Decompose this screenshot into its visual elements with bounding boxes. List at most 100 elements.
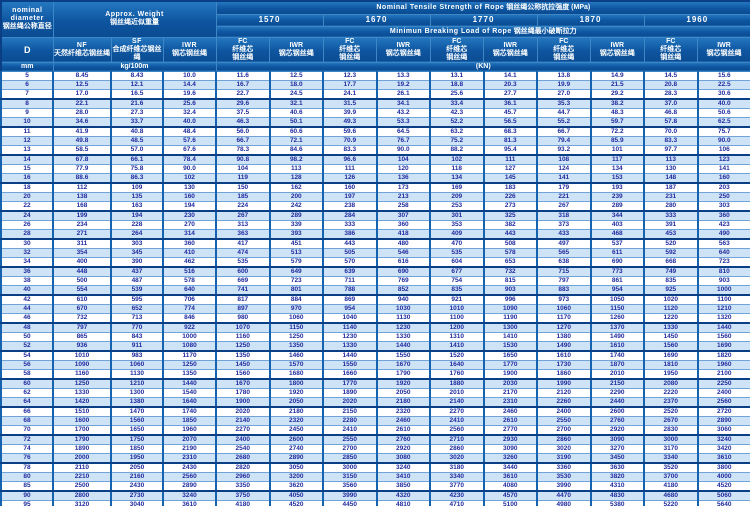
- value-cell: 75.2: [429, 136, 485, 146]
- value-cell: 168: [52, 201, 112, 212]
- value-cell: 1160: [52, 369, 112, 380]
- approx-weight-cn: 钢丝绳近似重量: [110, 19, 159, 27]
- diameter-cell: 46: [0, 313, 54, 324]
- value-cell: 1650: [110, 425, 164, 436]
- value-cell: 1730: [536, 360, 592, 370]
- value-cell: 474: [215, 248, 271, 258]
- value-cell: 1760: [429, 369, 485, 380]
- value-cell: 289: [589, 201, 646, 212]
- value-cell: 40.0: [161, 117, 218, 128]
- value-cell: 535: [429, 248, 485, 258]
- value-cell: 1170: [536, 313, 592, 324]
- value-cell: 1790: [375, 369, 432, 380]
- value-cell: 258: [375, 201, 432, 212]
- table-row: 7 17.0 16.5 19.6 22.7 24.5 24.1 26.1 25.6 27.7 27.…: [0, 89, 750, 100]
- value-cell: 2430: [161, 462, 218, 473]
- value-cell: 1880: [429, 378, 485, 389]
- value-cell: 40.6: [268, 108, 325, 118]
- value-cell: 3240: [161, 490, 218, 501]
- value-cell: 4680: [643, 490, 699, 501]
- value-cell: 303: [696, 201, 750, 212]
- value-cell: 56.0: [215, 126, 271, 137]
- value-cell: 1950: [110, 453, 164, 464]
- value-cell: 1350: [215, 350, 271, 361]
- value-cell: 194: [110, 210, 164, 221]
- value-cell: 224: [215, 201, 271, 212]
- value-cell: 437: [110, 266, 164, 277]
- value-cell: 668: [643, 257, 699, 268]
- unit-kn-cell: (KN): [215, 61, 750, 72]
- value-cell: 1530: [482, 341, 539, 352]
- value-cell: 2550: [536, 416, 592, 426]
- value-cell: 2180: [268, 406, 325, 417]
- value-cell: 12.1: [110, 80, 164, 90]
- value-cell: 1950: [643, 369, 699, 380]
- value-cell: 2760: [589, 416, 646, 426]
- value-cell: 1220: [643, 313, 699, 324]
- fc-subheader-1770-line: FC: [452, 37, 462, 45]
- value-cell: 2400: [536, 406, 592, 417]
- table-row: 24 199 194 230 267 289 284 307 301 325 318 344 333 36…: [0, 210, 750, 221]
- value-cell: 213: [375, 192, 432, 202]
- table-row: 26 234 228 270 313 339 333 360 353 382 373 403 391 42…: [0, 220, 750, 230]
- value-cell: 3750: [215, 490, 271, 501]
- value-cell: 26.1: [375, 89, 432, 100]
- value-cell: 3360: [536, 462, 592, 473]
- value-cell: 1050: [589, 294, 646, 305]
- value-cell: 852: [375, 285, 432, 296]
- value-cell: 1030: [375, 304, 432, 314]
- value-cell: 3620: [268, 481, 325, 492]
- value-cell: 2400: [215, 434, 271, 445]
- value-cell: 1690: [696, 341, 750, 352]
- value-cell: 2520: [643, 406, 699, 417]
- value-cell: 3410: [375, 472, 432, 482]
- value-cell: 925: [643, 285, 699, 296]
- value-cell: 462: [161, 257, 218, 268]
- value-cell: 3040: [110, 500, 164, 506]
- value-cell: 423: [696, 220, 750, 230]
- value-cell: 58.5: [52, 145, 112, 156]
- value-cell: 13.3: [375, 71, 432, 81]
- value-cell: 50.6: [696, 108, 750, 118]
- value-cell: 62.5: [696, 117, 750, 128]
- value-cell: 3060: [696, 425, 750, 436]
- value-cell: 29.6: [215, 98, 271, 109]
- value-cell: 160: [161, 192, 218, 202]
- value-cell: 3340: [643, 453, 699, 464]
- value-cell: 24.5: [268, 89, 325, 100]
- value-cell: 56.5: [482, 117, 539, 128]
- iwr-subheader-1870-line: IWR: [610, 41, 625, 49]
- value-cell: 19.9: [536, 80, 592, 90]
- breaking-load-title-cn: 钢丝绳最小破断拉力: [513, 27, 577, 35]
- value-cell: 81.3: [482, 136, 539, 146]
- strength-header-1870: 1870: [536, 13, 645, 27]
- value-cell: 579: [268, 257, 325, 268]
- table-row: 48 797 770 922 1070 1150 1140 1230 1200 1300 1270 1…: [0, 322, 750, 333]
- value-cell: 2700: [322, 444, 378, 454]
- value-cell: 1170: [161, 350, 218, 361]
- value-cell: 3610: [696, 453, 750, 464]
- table-row: 36 448 437 516 600 649 639 690 677 732 715 773 749 81…: [0, 266, 750, 277]
- value-cell: 2010: [589, 369, 646, 380]
- table-row: 66 1510 1470 1740 2020 2180 2150 2320 2270 2460 24…: [0, 406, 750, 417]
- value-cell: 1150: [268, 322, 325, 333]
- iwr-subheader-1960-line: 钢芯钢丝绳: [706, 49, 742, 57]
- fc-subheader-1960-line: 纤维芯: [660, 45, 682, 53]
- value-cell: 2550: [322, 434, 378, 445]
- diameter-cell: 78: [0, 462, 54, 473]
- table-row: 52 936 911 1080 1250 1350 1330 1440 1410 1530 1490…: [0, 341, 750, 352]
- value-cell: 448: [52, 266, 112, 277]
- value-cell: 1890: [52, 444, 112, 454]
- value-cell: 884: [268, 294, 325, 305]
- value-cell: 393: [268, 229, 325, 240]
- value-cell: 741: [215, 285, 271, 296]
- iwr-subheader-1770-line: IWR: [503, 41, 518, 49]
- iwr-subheader-1770-line: 钢芯钢丝绳: [492, 49, 528, 57]
- value-cell: 773: [589, 266, 646, 277]
- table-row: 20 138 135 160 185 200 197 213 209 226 221 239 231 25…: [0, 192, 750, 202]
- diameter-cell: 6: [0, 80, 54, 90]
- value-cell: 1140: [322, 322, 378, 333]
- value-cell: 130: [161, 182, 218, 193]
- value-cell: 8.45: [52, 71, 112, 81]
